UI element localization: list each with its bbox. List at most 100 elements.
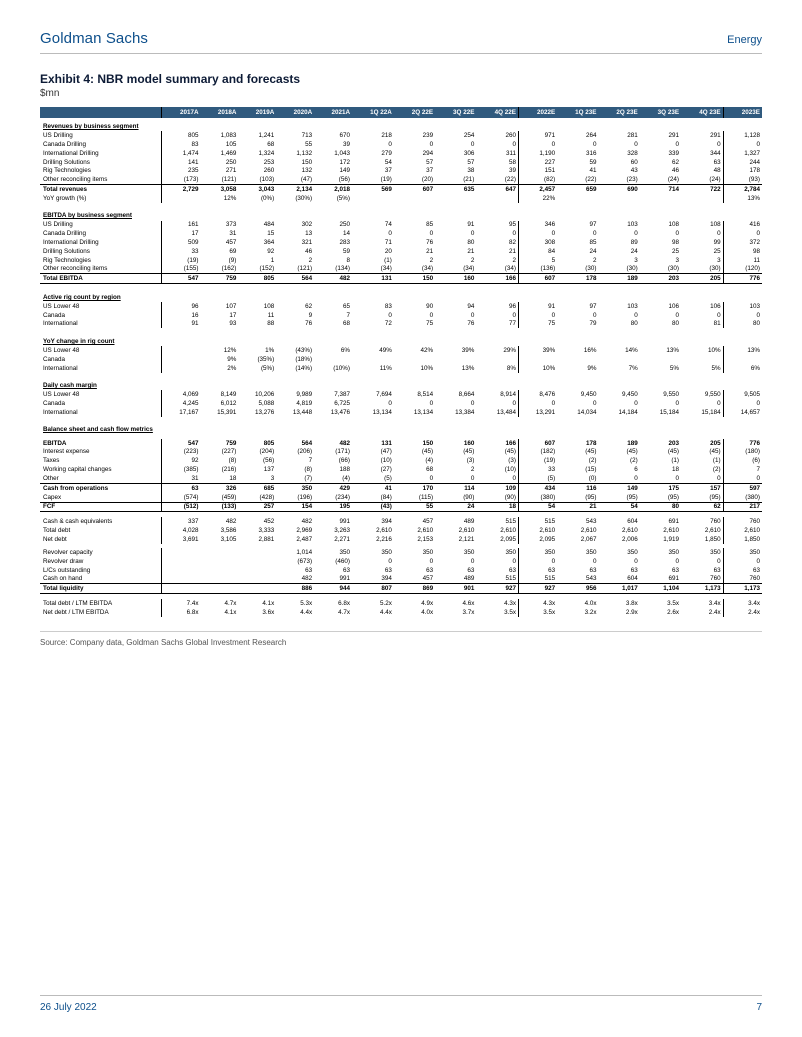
data-cell: 0 [519, 557, 558, 566]
data-cell: 321 [276, 238, 314, 247]
data-cell: 0 [519, 399, 558, 408]
data-cell: 37 [352, 167, 394, 176]
data-cell: 33 [162, 247, 201, 256]
data-cell: (152) [238, 265, 276, 274]
data-cell: 3 [598, 256, 639, 265]
table-row: International919388766872757677757980808… [40, 320, 762, 329]
data-cell: 76 [435, 320, 476, 329]
data-cell: 49% [352, 346, 394, 355]
row-label: Other reconciling items [40, 175, 162, 184]
data-cell: 0 [352, 140, 394, 149]
row-label: US Drilling [40, 131, 162, 140]
data-cell: 31 [201, 229, 239, 238]
data-cell: 457 [394, 575, 435, 584]
data-cell: 4.1x [201, 608, 239, 617]
data-cell: 31 [162, 474, 201, 483]
data-cell: 0 [435, 474, 476, 483]
data-cell [557, 194, 598, 203]
data-cell: 350 [723, 548, 762, 557]
data-cell: (7) [276, 474, 314, 483]
table-row: Rig Technologies(19)(9)128(1)2225233311 [40, 256, 762, 265]
data-cell: 15,391 [201, 408, 239, 417]
data-cell: 2,095 [519, 535, 558, 544]
data-cell: 3 [681, 256, 723, 265]
data-cell: 99 [681, 238, 723, 247]
data-cell: 4,819 [276, 399, 314, 408]
data-cell: 2,729 [162, 185, 201, 194]
col-header: 4Q 22E [476, 107, 518, 118]
data-cell: 0 [681, 557, 723, 566]
data-cell: 8 [314, 256, 352, 265]
data-cell: (30) [557, 265, 598, 274]
data-cell: (134) [314, 265, 352, 274]
data-cell: 80 [723, 320, 762, 329]
data-cell: 3,586 [201, 526, 239, 535]
data-cell: 0 [435, 229, 476, 238]
data-cell: 250 [201, 158, 239, 167]
data-cell: 0 [557, 311, 598, 320]
data-cell: 24 [598, 247, 639, 256]
data-cell: 205 [681, 274, 723, 284]
data-cell: (24) [681, 175, 723, 184]
section-header: YoY change in rig count [40, 333, 762, 346]
data-cell: 157 [681, 484, 723, 493]
data-cell: (1) [640, 457, 681, 466]
col-header: 2021A [314, 107, 352, 118]
col-header: 2022E [519, 107, 558, 118]
brand-name: Goldman Sachs [40, 30, 148, 47]
data-cell: 80 [435, 238, 476, 247]
data-cell [557, 355, 598, 364]
data-cell: 0 [681, 229, 723, 238]
data-cell: 203 [640, 439, 681, 448]
data-cell: 350 [681, 548, 723, 557]
data-cell: 7 [276, 457, 314, 466]
data-cell: 62 [681, 502, 723, 512]
data-cell: 14,657 [723, 408, 762, 417]
data-cell: 239 [394, 131, 435, 140]
data-cell: 1,919 [640, 535, 681, 544]
data-cell: 607 [519, 274, 558, 284]
data-cell: 2 [394, 256, 435, 265]
row-label: Total debt / LTM EBITDA [40, 599, 162, 608]
data-cell: 350 [557, 548, 598, 557]
data-cell: 776 [723, 439, 762, 448]
table-row: Revolver draw(673)(460)0000000000 [40, 557, 762, 566]
data-cell: 564 [276, 274, 314, 284]
table-row: Capex(574)(459)(428)(196)(234)(84)(115)(… [40, 493, 762, 502]
data-cell: 805 [238, 439, 276, 448]
row-label: Total liquidity [40, 584, 162, 594]
data-cell: 6% [314, 346, 352, 355]
data-cell: 9% [201, 355, 239, 364]
table-row: Canada Drilling17311513140000000000 [40, 229, 762, 238]
data-cell: 350 [519, 548, 558, 557]
data-cell: 4.9x [394, 599, 435, 608]
data-cell [519, 355, 558, 364]
data-cell: (171) [314, 448, 352, 457]
data-cell: 3,043 [238, 185, 276, 194]
table-row: Drilling Solutions3369924659202121218424… [40, 247, 762, 256]
data-cell: (3) [435, 457, 476, 466]
data-cell [681, 194, 723, 203]
data-cell: 2,121 [435, 535, 476, 544]
data-cell [162, 346, 201, 355]
data-cell: (9) [201, 256, 239, 265]
data-cell: (121) [276, 265, 314, 274]
data-cell: 3,691 [162, 535, 201, 544]
data-cell: 4.3x [476, 599, 518, 608]
data-cell: 6.8x [162, 608, 201, 617]
data-cell [640, 194, 681, 203]
data-cell: 235 [162, 167, 201, 176]
data-cell: 178 [557, 439, 598, 448]
data-cell: 43 [598, 167, 639, 176]
col-header: 2Q 23E [598, 107, 639, 118]
data-cell: 3.5x [640, 599, 681, 608]
data-cell: 106 [681, 302, 723, 311]
data-cell: (90) [435, 493, 476, 502]
data-cell: (45) [640, 448, 681, 457]
data-cell: 0 [394, 140, 435, 149]
data-cell: 659 [557, 185, 598, 194]
data-cell: 0 [557, 140, 598, 149]
data-cell [201, 548, 239, 557]
data-cell: 39 [476, 167, 518, 176]
data-cell: 137 [238, 465, 276, 474]
